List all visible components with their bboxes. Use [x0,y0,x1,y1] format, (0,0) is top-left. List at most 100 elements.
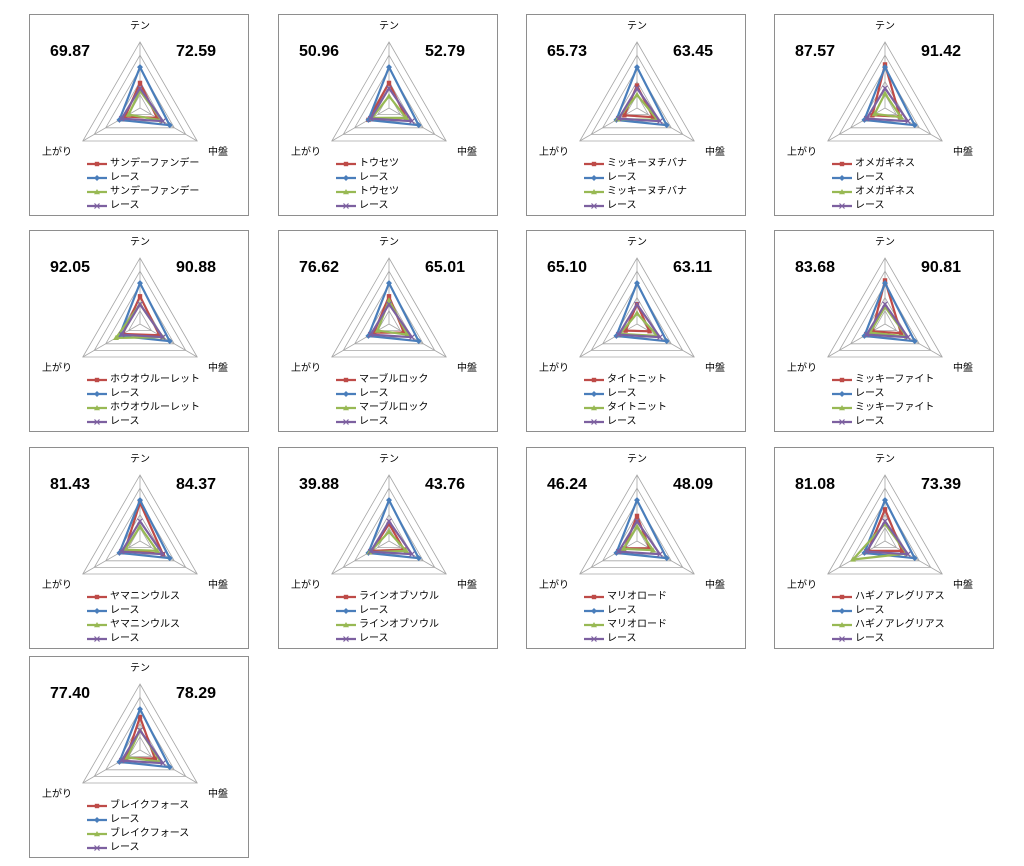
legend-marker-icon [343,594,349,600]
radar-chart-svg [331,474,447,575]
radar-data-point [367,331,374,338]
legend-label: レース [855,605,885,616]
radar-data-point [408,334,415,341]
right-score-value: 90.88 [176,259,217,276]
radar-data-point [898,331,904,336]
legend-swatch [336,189,356,195]
axis-label-ten: テン [875,21,895,32]
radar-data-point [647,329,652,334]
radar-axis-spoke [827,107,886,142]
right-score-value: 63.11 [673,259,713,276]
legend-swatch [584,377,604,383]
radar-series-line [866,508,904,553]
legend-label: ミッキーファイト [855,402,935,413]
legend-marker-icon [839,391,845,397]
legend-label: ラインオブソウル [359,591,439,602]
legend-marker-icon [839,636,845,642]
radar-data-point [137,523,143,529]
radar-series-line [369,87,413,123]
legend-swatch [584,636,604,642]
legend-marker-icon [94,831,100,837]
legend-marker-icon [343,377,349,383]
left-score-value: 69.87 [50,43,91,60]
legend-marker-icon [591,419,597,425]
legend-swatch [336,161,356,167]
left-score-value: 87.57 [795,43,836,60]
right-score-value: 43.76 [425,476,466,493]
right-score-value: 78.29 [176,685,217,702]
legend-marker-icon [94,608,100,614]
legend-marker-icon [343,608,349,614]
legend-label: レース [359,388,389,399]
legend-marker-icon [343,189,349,195]
right-score-value: 52.79 [425,43,466,60]
radar-data-point [849,556,856,562]
axis-label-chuban: 中盤 [953,363,973,374]
radar-grid-ring [354,283,424,345]
radar-data-point [166,555,173,562]
axis-label-agari: 上がり [787,147,817,158]
legend-label: レース [607,416,637,427]
legend-label: マリオロード [607,591,667,602]
legend-swatch [336,594,356,600]
legend-swatch [832,636,852,642]
axis-label-ten: テン [627,454,647,465]
radar-chart-panel: 76.62 65.01 テン 中盤 上がり マーブルロック レース マーブルロック レース [278,230,498,432]
radar-series-line [617,303,661,339]
radar-data-point [386,497,392,504]
radar-data-point [137,280,143,287]
legend-swatch [87,622,107,628]
radar-series-line [871,279,903,335]
radar-data-point [386,280,392,287]
radar-grid-ring [838,54,932,135]
legend-marker-icon [591,175,597,181]
legend-swatch [336,622,356,628]
radar-grid-ring [331,474,447,575]
radar-chart-panel: 77.40 78.29 テン 中盤 上がり ブレイクフォース レース ブレイクフォース レース [29,656,249,858]
radar-data-point [663,122,670,129]
radar-data-point [403,547,410,554]
legend-swatch [832,161,852,167]
right-score-value: 90.81 [921,259,962,276]
legend-marker-icon [591,405,597,411]
legend-label: レース [110,200,140,211]
radar-data-point [615,331,622,338]
left-score-value: 81.08 [795,476,836,493]
legend-label: ヤマニンウルス [110,619,180,630]
legend-marker-icon [839,594,845,600]
legend-swatch [336,636,356,642]
legend-label: レース [607,388,637,399]
legend-marker-icon [591,203,597,209]
legend-label: レース [359,605,389,616]
axis-label-chuban: 中盤 [457,147,477,158]
radar-data-point [622,113,627,118]
radar-data-point [615,115,622,122]
right-score-value: 84.37 [176,476,217,493]
legend-label: ミッキーヌチバナ [607,186,687,197]
radar-data-point [404,331,411,337]
legend-swatch [584,203,604,209]
legend-marker-icon [343,419,349,425]
radar-grid-ring [590,487,684,568]
radar-data-point [367,115,374,122]
legend-marker-icon [839,622,845,628]
legend-label: レース [607,633,637,644]
radar-chart-panel: 46.24 48.09 テン 中盤 上がり マリオロード レース マリオロード レース [526,447,746,649]
legend-marker-icon [94,594,100,600]
radar-grid-ring [82,683,198,784]
radar-axis-spoke [579,323,638,358]
radar-data-point [137,294,143,299]
legend-swatch [832,189,852,195]
legend-swatch [87,845,107,851]
legend-label: ホウオウルーレット [110,374,200,385]
axis-label-agari: 上がり [539,580,569,591]
legend-marker-icon [94,845,100,851]
legend-label: トウセツ [359,186,399,197]
radar-series-line [622,525,655,552]
legend-swatch [832,594,852,600]
radar-chart-panel: 81.43 84.37 テン 中盤 上がり ヤマニンウルス レース ヤマニンウルス レース [29,447,249,649]
radar-chart-panel: 65.73 63.45 テン 中盤 上がり ミッキーヌチバナ レース ミッキーヌチバナ レース [526,14,746,216]
radar-series-line [873,92,903,119]
radar-grid-ring [579,474,695,575]
radar-grid-ring [827,41,943,142]
